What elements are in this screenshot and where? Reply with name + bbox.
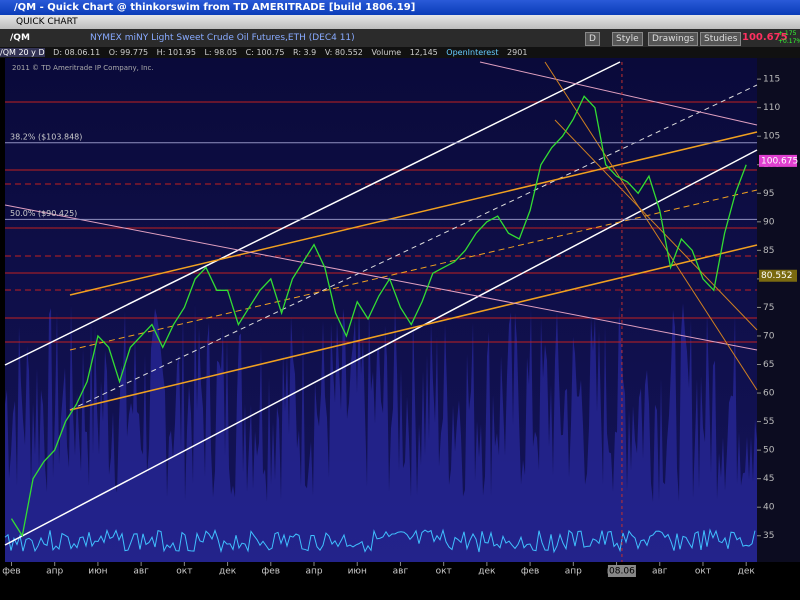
- x-tick-label: июн: [348, 567, 367, 577]
- chart-id: /QM 20 y D: [0, 48, 45, 57]
- info-item: R: 3.9: [293, 48, 317, 57]
- description: NYMEX miNY Light Sweet Crude Oil Futures…: [90, 33, 355, 43]
- info-item: D: 08.06.11: [53, 48, 101, 57]
- oi: 2901: [507, 48, 528, 57]
- x-tick-label: авг: [133, 567, 149, 577]
- oi-label: OpenInterest: [446, 48, 499, 57]
- symbol[interactable]: /QM: [10, 33, 30, 43]
- cursor-box: [607, 565, 636, 577]
- aggregation-button[interactable]: D: [585, 32, 600, 46]
- x-tick-label: фев: [2, 567, 21, 577]
- chart: 2011 © TD Ameritrade IP Company, Inc. 35…: [0, 58, 800, 600]
- volume-area: [4, 303, 757, 562]
- trendlines: [4, 61, 758, 546]
- price-tag-label: 80.552: [761, 271, 793, 281]
- y-tick-label: 45: [763, 474, 774, 484]
- y-tick-label: 70: [763, 331, 775, 341]
- x-tick-label: авг: [393, 567, 409, 577]
- x-tick-label: окт: [436, 567, 452, 577]
- y-tick-label: 75: [763, 303, 774, 313]
- change-pct: +0.17%: [778, 38, 800, 45]
- info-item: V: 80.552: [324, 48, 363, 57]
- info-item: L: 98.05: [204, 48, 238, 57]
- left-edge: [0, 58, 5, 562]
- x-tick-label: дек: [219, 567, 237, 577]
- price-axis-bg: [757, 58, 800, 562]
- info-item: C: 100.75: [245, 48, 285, 57]
- y-tick-label: 65: [763, 360, 774, 370]
- change: +.175: [778, 30, 797, 37]
- y-tick-label: 60: [763, 389, 775, 399]
- info-bar: /QM 20 y D D: 08.06.11 O: 99.775 H: 101.…: [0, 47, 800, 58]
- x-tick-label: окт: [695, 567, 711, 577]
- toolbar: /QM NYMEX miNY Light Sweet Crude Oil Fut…: [0, 29, 800, 47]
- x-tick-label: апр: [565, 567, 582, 577]
- drawings-button[interactable]: Drawings: [648, 32, 699, 46]
- x-tick-label: июн: [88, 567, 107, 577]
- y-tick-label: 105: [763, 132, 780, 142]
- x-tick-label: окт: [176, 567, 192, 577]
- copyright: 2011 © TD Ameritrade IP Company, Inc.: [12, 64, 154, 72]
- x-tick-label: дек: [478, 567, 496, 577]
- y-tick-label: 115: [763, 75, 780, 85]
- x-tick-label: дек: [738, 567, 756, 577]
- oscillator: [4, 528, 756, 554]
- x-tick-label: апр: [46, 567, 63, 577]
- y-tick-label: 85: [763, 246, 774, 256]
- fib-label: 38.2% ($103.848): [10, 132, 82, 141]
- last-price: 100.675: [742, 32, 788, 43]
- volume-label: Volume: [371, 48, 402, 57]
- fib-label: 50.0% ($90.425): [10, 209, 77, 218]
- price-tag: [759, 269, 797, 282]
- price-line: [10, 95, 747, 538]
- y-tick-label: 90: [763, 217, 775, 227]
- x-tick-label: фев: [521, 567, 540, 577]
- y-tick-label: 50: [763, 446, 775, 456]
- y-tick-label: 55: [763, 417, 774, 427]
- price-tag-label: 100.675: [761, 156, 798, 166]
- info-item: O: 99.775: [108, 48, 149, 57]
- time-axis-bg: [0, 562, 800, 600]
- y-tick-label: 35: [763, 531, 774, 541]
- volume-bars: [5, 303, 757, 562]
- volume: 12,145: [409, 48, 438, 57]
- cursor-label: 08.06: [609, 567, 635, 577]
- level-lines: [5, 101, 757, 343]
- y-tick-label: 40: [763, 503, 775, 513]
- panel-title: QUICK CHART: [0, 15, 800, 29]
- info-item: H: 101.95: [156, 48, 196, 57]
- studies-button[interactable]: Studies: [700, 32, 742, 46]
- x-tick-label: авг: [652, 567, 668, 577]
- y-tick-label: 95: [763, 189, 774, 199]
- style-button[interactable]: Style: [612, 32, 643, 46]
- window-title: /QM - Quick Chart @ thinkorswim from TD …: [0, 0, 800, 15]
- x-tick-label: апр: [305, 567, 322, 577]
- x-tick-label: фев: [262, 567, 281, 577]
- price-tag: [759, 154, 797, 167]
- y-tick-label: 110: [763, 103, 780, 113]
